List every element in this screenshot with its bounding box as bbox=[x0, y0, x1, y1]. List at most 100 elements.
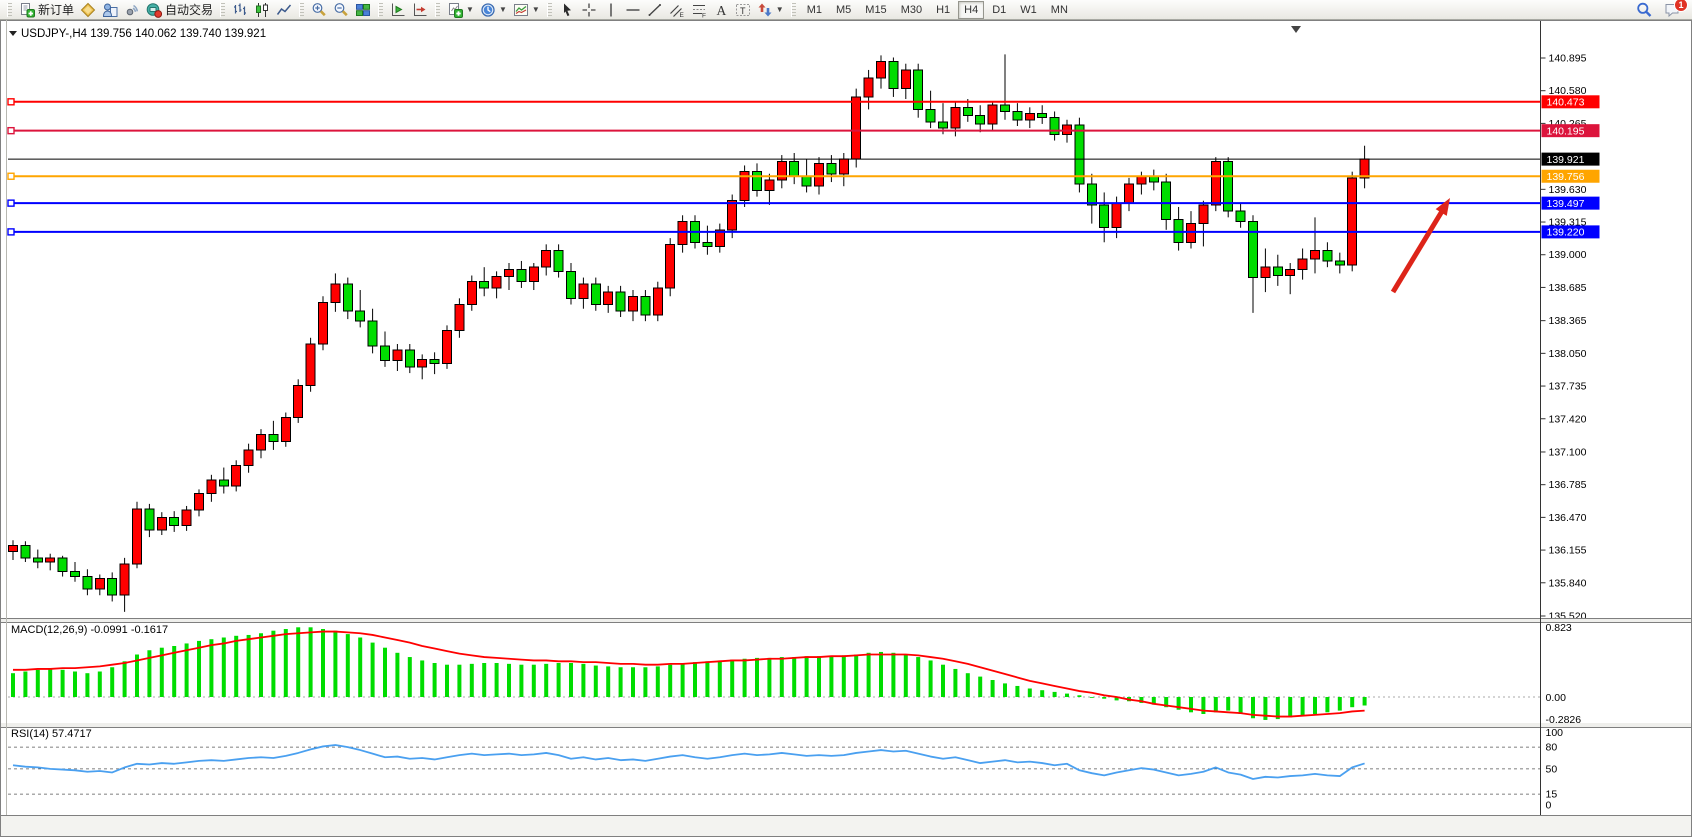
vertical-line-button[interactable] bbox=[600, 0, 622, 20]
macd-indicator-label: MACD(12,26,9) -0.0991 -0.1617 bbox=[11, 624, 168, 636]
pane-separator[interactable] bbox=[0, 618, 1692, 622]
cursor-button[interactable] bbox=[556, 0, 578, 20]
equidistant-channel-button[interactable]: E bbox=[666, 0, 688, 20]
market-watch-button[interactable] bbox=[77, 0, 99, 20]
macd-histogram-bar bbox=[1337, 697, 1342, 711]
chart-shift-marker-icon[interactable] bbox=[1291, 26, 1301, 33]
price-tick-label: 138.365 bbox=[1549, 315, 1587, 327]
macd-histogram-bar bbox=[730, 659, 735, 697]
pane-separator[interactable] bbox=[0, 723, 1692, 727]
auto-scroll-icon bbox=[392, 3, 405, 16]
macd-histogram-bar bbox=[618, 667, 623, 697]
macd-histogram-bar bbox=[519, 664, 524, 697]
candle-bearish bbox=[640, 295, 651, 316]
chart-shift-icon bbox=[414, 3, 427, 16]
candle-bullish bbox=[280, 417, 291, 443]
templates-button[interactable]: ▼ bbox=[510, 0, 543, 20]
text-label-button[interactable]: T bbox=[732, 0, 754, 20]
macd-histogram-bar bbox=[779, 657, 784, 697]
timeframe-button-m15[interactable]: M15 bbox=[865, 3, 887, 16]
timeframe-button-mn[interactable]: MN bbox=[1050, 3, 1068, 16]
bar-chart-button[interactable] bbox=[229, 0, 251, 20]
candle-bearish bbox=[32, 557, 43, 563]
dropdown-caret-icon[interactable]: ▼ bbox=[531, 4, 540, 14]
candle-bullish bbox=[206, 479, 217, 494]
zoom-out-icon bbox=[334, 2, 348, 16]
dropdown-caret-icon[interactable]: ▼ bbox=[498, 4, 507, 14]
search-button[interactable] bbox=[1633, 0, 1655, 20]
dropdown-caret-icon[interactable]: ▼ bbox=[775, 4, 784, 14]
data-window-button[interactable] bbox=[99, 0, 121, 20]
macd-histogram-bar bbox=[35, 669, 40, 697]
zoom-out-button[interactable] bbox=[330, 0, 352, 20]
macd-histogram-bar bbox=[420, 660, 425, 697]
macd-histogram-bar bbox=[345, 634, 350, 697]
candle-bullish bbox=[454, 304, 465, 332]
candle-bullish bbox=[987, 104, 998, 125]
timeframe-button-h4[interactable]: H4 bbox=[958, 0, 985, 19]
candle-bullish bbox=[727, 200, 738, 231]
macd-histogram-bar bbox=[246, 634, 251, 697]
candlestick-chart-button[interactable] bbox=[251, 0, 273, 20]
macd-histogram-bar bbox=[469, 663, 474, 697]
trendline-button[interactable] bbox=[644, 0, 666, 20]
text-button[interactable]: A bbox=[710, 0, 732, 20]
annotation-arrow-line[interactable] bbox=[1390, 207, 1446, 294]
new-order-button[interactable]: 新订单 bbox=[16, 0, 77, 20]
line-chart-button[interactable] bbox=[273, 0, 295, 20]
macd-histogram-bar bbox=[928, 660, 933, 697]
line-anchor-handle[interactable] bbox=[7, 172, 15, 180]
candle-bullish bbox=[181, 509, 192, 527]
line-anchor-handle[interactable] bbox=[7, 199, 15, 207]
macd-histogram-bar bbox=[1288, 697, 1293, 718]
macd-histogram-bar bbox=[457, 664, 462, 697]
candle-bearish bbox=[20, 544, 31, 559]
candle-bullish bbox=[1186, 223, 1196, 243]
new-chart-button[interactable]: ▼ bbox=[444, 0, 477, 20]
annotation-arrow-head[interactable] bbox=[1435, 198, 1450, 216]
tile-windows-button[interactable] bbox=[352, 0, 374, 20]
macd-histogram-bar bbox=[234, 635, 239, 697]
macd-histogram-bar bbox=[767, 657, 772, 697]
chat-button[interactable]: 1 bbox=[1661, 0, 1688, 20]
timeframe-button-m5[interactable]: M5 bbox=[836, 3, 852, 16]
zoom-in-button[interactable] bbox=[308, 0, 330, 20]
candle-bullish bbox=[900, 69, 911, 90]
timeframe-button-w1[interactable]: W1 bbox=[1020, 3, 1037, 16]
chart-shift-button[interactable] bbox=[409, 0, 431, 20]
arrows-button[interactable]: ▼ bbox=[754, 0, 787, 20]
price-line-badge-label: 139.220 bbox=[1547, 227, 1585, 239]
candle-bearish bbox=[404, 349, 415, 368]
line-anchor-handle[interactable] bbox=[7, 228, 15, 236]
auto-scroll-button[interactable] bbox=[387, 0, 409, 20]
macd-histogram-bar bbox=[1275, 697, 1280, 720]
macd-histogram-bar bbox=[965, 673, 970, 697]
line-anchor-handle[interactable] bbox=[7, 98, 15, 106]
fibonacci-button[interactable]: F bbox=[688, 0, 710, 20]
candle-bullish bbox=[1285, 268, 1296, 276]
macd-histogram-bar bbox=[73, 671, 77, 697]
autotrading-button[interactable]: 自动交易 bbox=[143, 0, 216, 20]
chart-menu-triangle-icon[interactable] bbox=[9, 31, 17, 36]
timeframe-button-d1[interactable]: D1 bbox=[992, 3, 1007, 16]
macd-histogram-bar bbox=[383, 647, 387, 697]
candle-bearish bbox=[1334, 260, 1345, 266]
toolbar-group-grip bbox=[220, 2, 226, 17]
price-tick-label: 135.840 bbox=[1549, 577, 1587, 589]
macd-histogram-bar bbox=[159, 647, 164, 697]
timeframe-button-m1[interactable]: M1 bbox=[806, 3, 822, 16]
candle-bearish bbox=[144, 508, 155, 531]
periods-button[interactable]: ▼ bbox=[477, 0, 510, 20]
navigator-button[interactable] bbox=[121, 0, 143, 20]
line-anchor-handle[interactable] bbox=[7, 126, 15, 135]
candle-bullish bbox=[417, 359, 428, 368]
horizontal-line-button[interactable] bbox=[622, 0, 644, 20]
crosshair-button[interactable] bbox=[578, 0, 600, 20]
toolbar-right-group: 1 bbox=[1633, 0, 1689, 20]
candle-bullish bbox=[305, 343, 316, 387]
rsi-line bbox=[12, 744, 1365, 780]
timeframe-button-m30[interactable]: M30 bbox=[900, 3, 923, 16]
dropdown-caret-icon[interactable]: ▼ bbox=[466, 4, 474, 14]
timeframe-button-h1[interactable]: H1 bbox=[936, 3, 951, 16]
svg-text:F: F bbox=[702, 12, 706, 18]
